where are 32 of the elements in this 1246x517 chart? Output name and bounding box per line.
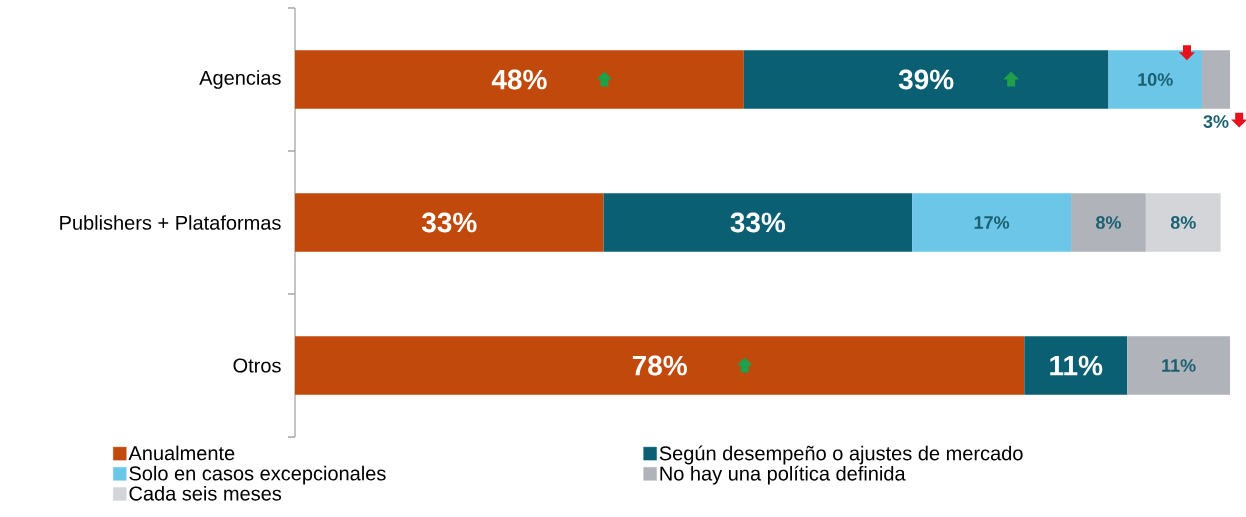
bar (1127, 336, 1231, 395)
legend-label: Cada seis meses (129, 485, 282, 501)
y-tick-label: Agencias (199, 70, 281, 89)
legend-label: Según desempeño o ajustes de mercado (659, 445, 1023, 465)
data-label: 3% (1203, 115, 1229, 128)
bar (743, 50, 1109, 109)
data-label: 8% (1170, 216, 1196, 229)
bar (1071, 193, 1146, 252)
data-label: 48% (491, 69, 547, 90)
bar (1201, 50, 1231, 109)
data-label: 10% (1138, 73, 1173, 86)
data-label: 11% (1050, 355, 1103, 376)
data-label: 33% (421, 212, 477, 233)
legend-label: Anualmente (128, 445, 235, 461)
bar (295, 336, 1025, 395)
legend-label: Solo en casos excepcionales (129, 465, 386, 485)
data-label: 78% (632, 355, 687, 376)
data-label: 39% (898, 69, 954, 90)
bar (603, 193, 913, 252)
bar (295, 193, 604, 252)
data-label: 11% (1162, 359, 1196, 372)
bar (1024, 336, 1128, 395)
bar (1145, 193, 1221, 252)
bar (1108, 50, 1202, 109)
y-tick-label: Otros (233, 358, 281, 373)
legend-label: No hay una política definida (660, 465, 906, 485)
data-label: 33% (730, 212, 786, 233)
y-tick-label: Publishers + Plataformas (60, 215, 281, 230)
bar (912, 193, 1072, 252)
data-label: 17% (974, 216, 1010, 229)
bar (295, 50, 744, 109)
data-label: 8% (1096, 216, 1121, 229)
